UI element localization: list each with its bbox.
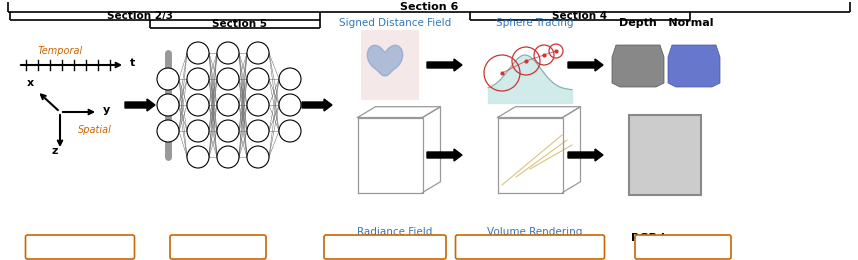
FancyBboxPatch shape: [635, 235, 731, 259]
Text: Section 2/3: Section 2/3: [107, 11, 173, 21]
Text: Depth   Normal: Depth Normal: [619, 18, 713, 28]
FancyBboxPatch shape: [456, 235, 605, 259]
Circle shape: [157, 120, 179, 142]
Text: Sensor Domain: Sensor Domain: [646, 242, 720, 252]
Text: Coordinate Sampling: Coordinate Sampling: [29, 242, 131, 252]
Text: Radiance Field: Radiance Field: [357, 227, 432, 237]
Polygon shape: [427, 59, 462, 71]
Text: t: t: [130, 58, 136, 68]
Text: Signed Distance Field: Signed Distance Field: [339, 18, 451, 28]
Circle shape: [247, 68, 269, 90]
Circle shape: [217, 146, 239, 168]
FancyBboxPatch shape: [324, 235, 446, 259]
Text: Spatial: Spatial: [78, 125, 112, 135]
Circle shape: [247, 42, 269, 64]
Circle shape: [247, 94, 269, 116]
Polygon shape: [612, 45, 664, 87]
Text: RGB Image: RGB Image: [631, 233, 699, 243]
FancyBboxPatch shape: [26, 235, 135, 259]
Polygon shape: [367, 45, 402, 76]
Polygon shape: [427, 149, 462, 161]
Text: y: y: [103, 105, 110, 115]
Text: Section 5: Section 5: [213, 19, 268, 29]
Circle shape: [157, 68, 179, 90]
Polygon shape: [568, 59, 603, 71]
Text: Differentiable Forward Map: Differentiable Forward Map: [463, 242, 596, 252]
Circle shape: [217, 68, 239, 90]
Circle shape: [217, 42, 239, 64]
Circle shape: [157, 94, 179, 116]
Bar: [361, 30, 419, 100]
Text: Neural Network: Neural Network: [180, 242, 257, 252]
Text: Section 6: Section 6: [400, 2, 458, 12]
Text: Temporal: Temporal: [38, 46, 83, 56]
Circle shape: [247, 146, 269, 168]
Polygon shape: [125, 99, 155, 111]
Circle shape: [187, 68, 209, 90]
Text: Section 4: Section 4: [553, 11, 607, 21]
Circle shape: [217, 94, 239, 116]
Polygon shape: [302, 99, 332, 111]
Circle shape: [187, 42, 209, 64]
Circle shape: [247, 120, 269, 142]
Polygon shape: [568, 149, 603, 161]
Text: Reconstruction Domain: Reconstruction Domain: [328, 242, 442, 252]
FancyBboxPatch shape: [170, 235, 266, 259]
Polygon shape: [668, 45, 720, 87]
Text: z: z: [51, 146, 58, 156]
Circle shape: [279, 68, 301, 90]
Bar: [629, 115, 701, 195]
Text: Sphere Tracing: Sphere Tracing: [496, 18, 574, 28]
Text: Volume Rendering: Volume Rendering: [487, 227, 583, 237]
Circle shape: [187, 94, 209, 116]
Circle shape: [187, 146, 209, 168]
Circle shape: [217, 120, 239, 142]
Text: x: x: [27, 79, 34, 88]
Circle shape: [187, 120, 209, 142]
Circle shape: [279, 120, 301, 142]
Circle shape: [279, 94, 301, 116]
